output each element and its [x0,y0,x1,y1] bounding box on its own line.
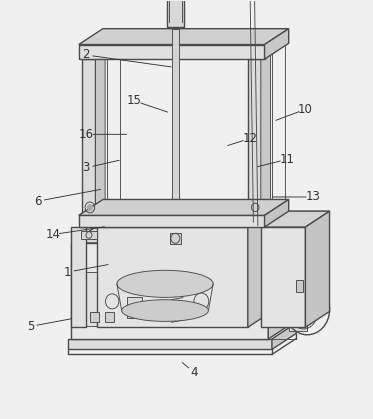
Polygon shape [261,53,270,227]
Polygon shape [97,227,248,327]
Polygon shape [97,217,262,227]
Bar [167,0,184,26]
Polygon shape [272,323,296,349]
Polygon shape [79,199,289,215]
Text: 3: 3 [82,161,90,174]
Text: 15: 15 [127,94,142,107]
Polygon shape [79,215,264,227]
Circle shape [87,204,93,210]
Bar [81,231,97,239]
Polygon shape [264,199,289,227]
Text: 12: 12 [242,132,257,145]
Text: 5: 5 [27,320,34,333]
Polygon shape [71,227,292,243]
Polygon shape [79,28,289,44]
Polygon shape [305,211,330,327]
Bar [248,59,261,227]
Polygon shape [68,339,272,349]
Polygon shape [79,44,264,59]
Polygon shape [248,217,262,327]
Text: 13: 13 [305,191,320,204]
Polygon shape [261,227,305,327]
Text: 1: 1 [64,266,71,279]
Text: 16: 16 [79,128,94,141]
Bar [170,233,181,244]
Polygon shape [261,211,330,227]
Bar [127,297,142,318]
Text: 6: 6 [34,195,42,208]
Bar [86,272,160,326]
Text: 14: 14 [45,228,60,241]
Bar [296,279,303,292]
Text: 4: 4 [190,366,198,379]
Polygon shape [268,227,292,339]
Polygon shape [71,243,268,339]
Text: 11: 11 [279,153,294,166]
Text: 2: 2 [82,49,90,62]
Bar [289,289,307,331]
Bar [82,59,95,227]
Ellipse shape [122,300,209,321]
Bar [172,28,179,219]
Polygon shape [95,53,105,227]
Polygon shape [71,227,86,327]
Ellipse shape [117,270,213,297]
Bar [90,312,99,322]
Polygon shape [264,28,289,59]
Text: 10: 10 [298,103,313,116]
Polygon shape [240,211,330,227]
Bar [105,312,114,322]
